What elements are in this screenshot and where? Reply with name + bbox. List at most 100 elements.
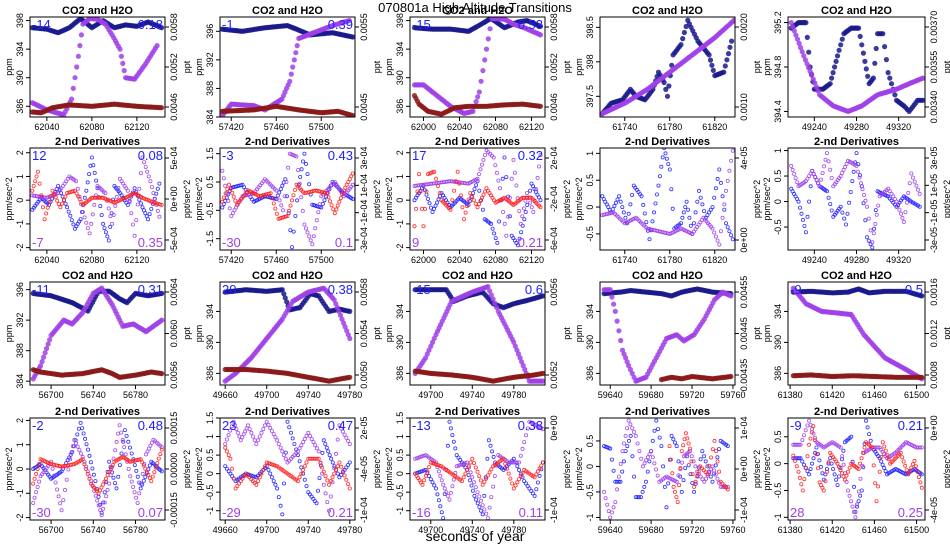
data-point bbox=[810, 168, 815, 173]
x-tick-label: 49740 bbox=[296, 525, 321, 535]
data-point bbox=[794, 36, 801, 42]
data-point bbox=[134, 218, 139, 223]
data-point bbox=[607, 287, 613, 293]
data-point bbox=[718, 180, 723, 185]
data-point bbox=[730, 148, 735, 153]
series-d2-co2 bbox=[602, 418, 730, 510]
data-point bbox=[709, 62, 715, 68]
series-h2o bbox=[412, 283, 545, 384]
data-point bbox=[434, 176, 439, 181]
data-point bbox=[840, 454, 845, 459]
data-point bbox=[858, 476, 863, 481]
data-point bbox=[333, 467, 338, 472]
data-point bbox=[107, 481, 112, 486]
y2-tick-label: 4e-05 bbox=[739, 146, 749, 169]
data-point bbox=[80, 209, 85, 214]
data-point bbox=[281, 453, 286, 458]
corner-top-left: 23 bbox=[222, 418, 236, 433]
data-point bbox=[618, 479, 623, 484]
y2-tick-label: 1e-04 bbox=[359, 174, 369, 197]
series-d2-h2o bbox=[30, 155, 162, 238]
data-point bbox=[517, 460, 522, 465]
y-tick-label: 1 bbox=[395, 174, 405, 179]
data-point bbox=[347, 460, 352, 465]
data-point bbox=[143, 164, 148, 169]
data-point bbox=[657, 435, 662, 440]
y-tick-label: 396 bbox=[15, 282, 25, 297]
data-point bbox=[92, 202, 97, 207]
data-point bbox=[301, 471, 306, 476]
x-tick-label: 49320 bbox=[886, 122, 911, 132]
data-point bbox=[273, 482, 278, 487]
data-point bbox=[525, 426, 530, 431]
data-point bbox=[288, 228, 293, 233]
figure-title: 070801a High Altitude Transitions bbox=[378, 0, 572, 15]
data-point bbox=[702, 209, 707, 214]
data-point bbox=[256, 438, 261, 443]
data-point bbox=[223, 445, 228, 450]
data-point bbox=[55, 487, 60, 492]
data-point bbox=[605, 502, 610, 507]
data-point bbox=[472, 187, 477, 192]
plot-area bbox=[411, 17, 544, 117]
data-point bbox=[668, 457, 673, 462]
data-point bbox=[919, 374, 925, 380]
data-point bbox=[894, 199, 899, 204]
data-point bbox=[792, 171, 797, 176]
data-point bbox=[63, 487, 68, 492]
data-point bbox=[693, 481, 698, 486]
data-point bbox=[31, 481, 36, 486]
data-point bbox=[74, 179, 79, 184]
data-point bbox=[281, 180, 286, 185]
data-point bbox=[71, 222, 76, 227]
data-point bbox=[513, 483, 518, 488]
data-point bbox=[321, 438, 326, 443]
corner-top-left: -2 bbox=[32, 418, 44, 433]
data-point bbox=[683, 431, 688, 436]
data-point bbox=[816, 181, 821, 186]
data-point bbox=[843, 164, 848, 169]
data-point bbox=[857, 175, 862, 180]
y-tick-label: 386 bbox=[15, 99, 25, 114]
data-point bbox=[104, 494, 109, 499]
data-point bbox=[138, 457, 143, 462]
data-point bbox=[720, 194, 725, 199]
data-point bbox=[874, 212, 879, 217]
data-point bbox=[159, 290, 165, 296]
data-point bbox=[223, 191, 228, 196]
y-tick-label: 0 bbox=[15, 466, 25, 471]
corner-top-right: 0.53 bbox=[518, 17, 543, 32]
data-point bbox=[262, 464, 267, 469]
data-point bbox=[520, 214, 525, 219]
data-point bbox=[691, 221, 696, 226]
data-point bbox=[676, 459, 681, 464]
data-point bbox=[688, 449, 693, 454]
data-point bbox=[617, 194, 622, 199]
data-point bbox=[302, 477, 307, 482]
data-point bbox=[854, 163, 859, 168]
data-point bbox=[525, 191, 530, 196]
data-point bbox=[797, 456, 802, 461]
data-point bbox=[707, 210, 712, 215]
data-point bbox=[459, 462, 464, 467]
x-tick-label: 59640 bbox=[598, 390, 623, 400]
data-point bbox=[116, 185, 121, 190]
y-axis-label: ppm/sec^2 bbox=[194, 177, 204, 220]
data-point bbox=[315, 488, 320, 493]
data-point bbox=[681, 210, 686, 215]
data-point bbox=[690, 472, 695, 477]
data-point bbox=[880, 462, 885, 467]
x-tick-label: 49240 bbox=[802, 122, 827, 132]
y2-axis-label: ppt bbox=[562, 60, 572, 73]
data-point bbox=[271, 479, 276, 484]
y2-tick-label: 3e-05 bbox=[929, 146, 939, 169]
data-point bbox=[678, 466, 683, 471]
data-point bbox=[859, 42, 865, 48]
data-point bbox=[421, 224, 426, 229]
data-point bbox=[37, 479, 42, 484]
data-point bbox=[114, 439, 119, 444]
corner-top-right: 0.6 bbox=[525, 282, 543, 297]
data-point bbox=[826, 159, 831, 164]
y-tick-label: 395.2 bbox=[773, 11, 783, 34]
data-point bbox=[707, 463, 712, 468]
